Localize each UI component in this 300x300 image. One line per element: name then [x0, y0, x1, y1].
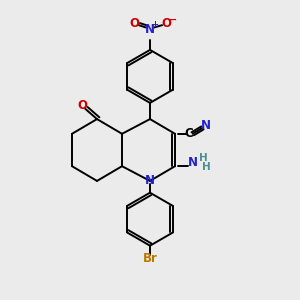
- Text: N: N: [145, 174, 155, 188]
- Text: C: C: [184, 127, 193, 140]
- Text: O: O: [130, 17, 140, 30]
- Text: Br: Br: [142, 252, 158, 265]
- Text: N: N: [188, 156, 198, 169]
- Text: H: H: [199, 153, 208, 163]
- Text: N: N: [201, 119, 211, 132]
- Text: O: O: [77, 99, 87, 112]
- Text: N: N: [145, 23, 155, 36]
- Text: +: +: [152, 20, 158, 29]
- Text: −: −: [167, 15, 177, 25]
- Text: O: O: [161, 17, 171, 30]
- Text: H: H: [202, 162, 211, 172]
